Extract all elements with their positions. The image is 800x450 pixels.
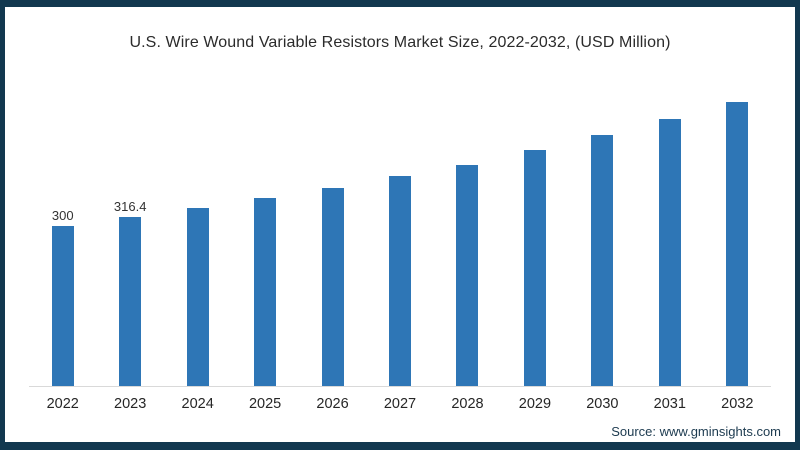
x-axis-label-2030: 2030: [586, 396, 619, 412]
bar-column-2029: [501, 87, 568, 386]
x-axis-label-2025: 2025: [248, 396, 282, 412]
x-axis-label-2023: 2023: [114, 396, 147, 412]
bar-column-2032: [704, 87, 771, 386]
plot-area: 300 316.4: [29, 87, 771, 386]
bar-2030: [591, 135, 614, 386]
bar-column-2023: 316.4: [96, 87, 163, 386]
x-axis-line: [29, 386, 771, 387]
x-axis-label-2031: 2031: [653, 396, 686, 412]
x-axis-label-2022: 2022: [46, 396, 79, 412]
bar-column-2027: [366, 87, 433, 386]
bar-2029: [523, 150, 546, 386]
chart-title: U.S. Wire Wound Variable Resistors Marke…: [129, 34, 671, 51]
x-axis-labels: 2022 2023 2024 2025 2026 2027 2028 2029 2030 2031…: [29, 396, 771, 412]
bar-column-2030: [569, 87, 636, 386]
bar-2024: [186, 208, 209, 386]
source-text: Source: www.gminsights.com: [611, 424, 781, 439]
x-axis-label-2032: 2032: [721, 396, 754, 412]
bar-column-2022: 300: [29, 87, 96, 386]
bar-2031: [658, 118, 681, 386]
bar-value-label-2023: 316.4: [113, 199, 147, 215]
bar-2026: [321, 187, 344, 386]
bar-2023: [119, 217, 142, 386]
bar-value-label-2022: 300: [51, 207, 74, 223]
bar-column-2025: [231, 87, 298, 386]
bar-2022: [51, 225, 74, 386]
bar-column-2028: [434, 87, 501, 386]
x-axis-label-2024: 2024: [181, 396, 214, 412]
bar-column-2026: [299, 87, 366, 386]
x-axis-label-2028: 2028: [451, 396, 484, 412]
bar-2025: [254, 198, 277, 386]
bar-column-2031: [636, 87, 703, 386]
bar-2027: [388, 176, 411, 386]
x-axis-label-2027: 2027: [383, 396, 417, 412]
bar-2028: [456, 165, 479, 386]
bar-column-2024: [164, 87, 231, 386]
x-axis-label-2029: 2029: [518, 396, 552, 412]
bar-2032: [726, 102, 749, 386]
x-axis-label-2026: 2026: [316, 396, 349, 412]
